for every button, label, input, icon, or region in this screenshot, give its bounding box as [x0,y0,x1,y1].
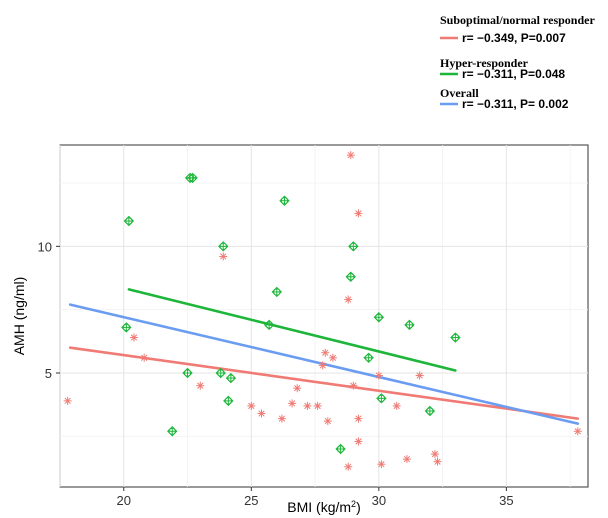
point-suboptimal [433,457,442,466]
x-axis-ticks: 20 25 30 35 [117,487,514,508]
point-suboptimal [63,396,72,405]
point-hyper [271,286,283,298]
legend-label-suboptimal: r= −0.349, P=0.007 [462,31,566,45]
point-hyper [187,172,198,184]
point-hyper [345,271,356,282]
x-tick-label: 25 [244,493,258,508]
point-suboptimal [140,353,149,362]
legend-label-hyper: r= −0.311, P=0.048 [462,67,565,81]
y-tick-label: 5 [45,366,52,381]
point-suboptimal [321,348,330,357]
plot-panel [59,144,589,488]
point-hyper [424,405,436,417]
point-hyper [279,195,290,206]
point-hyper [218,241,229,252]
point-suboptimal [318,361,327,370]
point-suboptimal [247,401,256,410]
legend-label-overall: r= −0.311, P= 0.002 [462,97,569,111]
point-hyper [263,319,275,331]
point-suboptimal [415,371,424,380]
point-hyper [182,367,193,379]
data-points [63,151,582,471]
legend: Suboptimal/normal responder r= −0.349, P… [440,13,595,111]
x-axis-label: BMI (kg/m2) [287,499,360,515]
point-suboptimal [344,462,353,471]
x-tick-label: 30 [372,493,386,508]
point-suboptimal [196,381,205,390]
point-suboptimal [349,381,358,390]
point-suboptimal [346,151,355,160]
point-suboptimal [374,371,383,380]
legend-title-overall: Overall [440,86,479,100]
x-tick-label: 20 [117,493,131,508]
point-hyper [223,395,234,407]
point-hyper [225,372,237,384]
point-hyper [121,322,132,333]
y-axis-ticks: 5 10 [38,239,60,381]
point-suboptimal [257,409,266,418]
point-suboptimal [293,384,302,393]
point-suboptimal [303,401,312,410]
point-suboptimal [354,437,363,446]
point-suboptimal [313,401,322,410]
grid [59,145,588,487]
point-suboptimal [129,333,138,342]
point-hyper [335,443,346,455]
point-suboptimal [288,399,297,408]
point-hyper [450,332,461,343]
point-suboptimal [377,460,386,469]
point-suboptimal [219,252,228,261]
point-suboptimal [430,450,439,459]
point-suboptimal [573,427,582,436]
fit-line-suboptimal [68,346,580,420]
legend-title-hyper: Hyper-responder [440,56,529,70]
y-tick-label: 10 [38,239,52,254]
point-suboptimal [277,414,286,423]
point-suboptimal [402,455,411,464]
point-suboptimal [354,414,363,423]
point-hyper [376,393,387,404]
x-tick-label: 35 [499,493,513,508]
legend-title-suboptimal: Suboptimal/normal responder [440,13,595,27]
point-hyper [123,215,135,227]
point-suboptimal [354,209,363,218]
point-hyper [404,319,415,331]
point-suboptimal [392,401,401,410]
point-suboptimal [344,295,353,304]
point-hyper [167,426,178,437]
point-suboptimal [323,417,332,426]
point-hyper [215,367,226,379]
point-hyper [363,352,374,364]
y-axis-label: AMH (ng/ml) [11,277,27,356]
point-hyper [373,312,385,323]
fit-line-hyper [127,288,457,372]
point-hyper [348,241,359,252]
point-suboptimal [328,353,337,362]
